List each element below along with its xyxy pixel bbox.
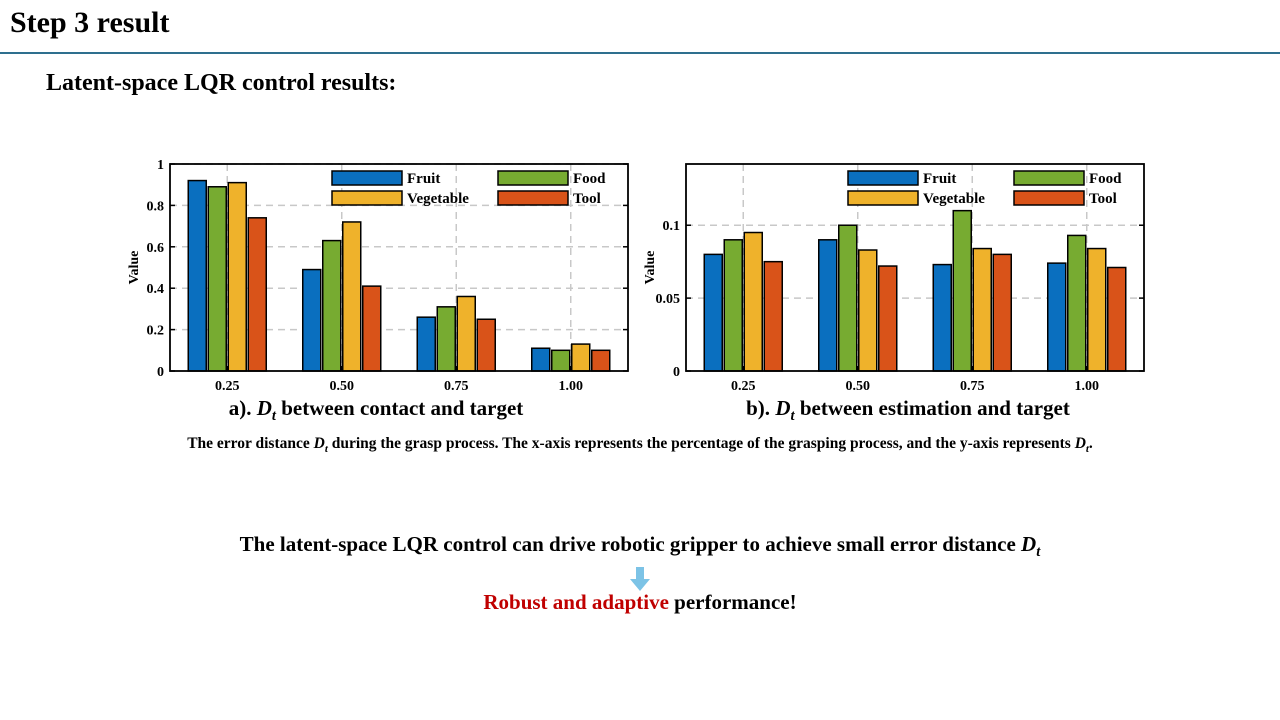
y-tick-label: 0.1 — [663, 219, 681, 234]
subcaption-b-text: between estimation and target — [794, 396, 1070, 420]
plot-frame — [685, 163, 1145, 372]
legend-swatch-vegetable — [331, 190, 403, 206]
x-tick-label: 0.25 — [731, 379, 756, 392]
legend-label-tool: Tool — [573, 191, 601, 207]
bar-tool-1.00 — [1107, 266, 1127, 372]
chart-contact-target: 0 0.2 0.4 0.6 0.8 1 0.25 0.50 0.75 1.00 Value Fruit… — [120, 152, 640, 392]
bar-fruit-0.25 — [703, 253, 723, 372]
bar-tool-1.00 — [591, 349, 611, 372]
subcaption-a-text: between contact and target — [275, 396, 524, 420]
x-tick-label: 0.75 — [444, 379, 469, 392]
final-highlight: Robust and adaptive — [483, 590, 669, 614]
bar-fruit-1.00 — [531, 347, 551, 372]
x-tick-label: 0.25 — [215, 379, 240, 392]
bar-food-0.25 — [723, 239, 743, 372]
down-arrow-icon — [630, 567, 650, 596]
subcaption-a-symbol: Dt — [256, 396, 276, 425]
bar-fruit-0.75 — [416, 316, 436, 372]
y-tick-label: 0.4 — [147, 282, 165, 297]
subcaption-b-symbol: Dt — [775, 396, 795, 425]
bar-tool-0.75 — [476, 318, 496, 372]
legend-swatch-tool — [1013, 190, 1085, 206]
legend-label-fruit: Fruit — [923, 171, 956, 187]
y-tick-label: 0.05 — [656, 292, 681, 307]
legend-swatch-fruit — [847, 170, 919, 186]
y-tick-label: 0 — [157, 365, 164, 380]
x-tick-label: 1.00 — [1075, 379, 1100, 392]
subcaption-a: a). Dt between contact and target — [116, 396, 636, 425]
x-tick-label: 1.00 — [559, 379, 584, 392]
bar-fruit-0.75 — [932, 263, 952, 372]
final-statement: Robust and adaptive performance! — [0, 590, 1280, 615]
final-rest: performance! — [668, 590, 797, 614]
legend-swatch-fruit — [331, 170, 403, 186]
bar-vegetable-0.75 — [972, 247, 992, 372]
y-tick-label: 0.6 — [147, 241, 165, 256]
y-axis-label: Value — [127, 251, 142, 285]
section-subtitle: Latent-space LQR control results: — [46, 70, 397, 96]
bar-fruit-0.50 — [302, 268, 322, 372]
legend-swatch-food — [497, 170, 569, 186]
title-divider — [0, 52, 1280, 54]
subcaption-b-prefix: b). — [746, 396, 776, 420]
figure-caption: The error distance Dt during the grasp p… — [187, 435, 1093, 456]
bar-tool-0.25 — [247, 217, 267, 372]
y-tick-label: 0.2 — [147, 324, 165, 339]
bar-food-1.00 — [1067, 234, 1087, 372]
bar-vegetable-0.50 — [342, 221, 362, 372]
x-tick-label: 0.75 — [960, 379, 985, 392]
bar-vegetable-1.00 — [571, 343, 591, 372]
bar-fruit-1.00 — [1047, 262, 1067, 372]
legend-swatch-food — [1013, 170, 1085, 186]
legend-label-food: Food — [1089, 171, 1122, 187]
conclusion-text: The latent-space LQR control can drive r… — [239, 532, 1041, 561]
bar-fruit-0.25 — [187, 179, 207, 372]
bar-food-0.75 — [952, 209, 972, 372]
chart-estimation-target: 0 0.05 0.1 0.25 0.50 0.75 1.00 Value Fruit Food Ve… — [636, 152, 1156, 392]
bar-vegetable-0.25 — [743, 231, 763, 372]
bar-food-0.75 — [436, 306, 456, 372]
legend-label-food: Food — [573, 171, 606, 187]
x-tick-label: 0.50 — [846, 379, 871, 392]
legend-label-vegetable: Vegetable — [923, 191, 985, 207]
caption-symbol-2: Dt — [1074, 435, 1089, 456]
bar-tool-0.25 — [763, 260, 783, 372]
bar-food-0.25 — [207, 186, 227, 372]
subcaption-a-prefix: a). — [228, 396, 257, 420]
bar-food-0.50 — [838, 224, 858, 372]
legend: Fruit Food Vegetable Tool — [331, 170, 606, 207]
caption-symbol-1: Dt — [313, 435, 328, 456]
bar-food-0.50 — [322, 239, 342, 372]
legend-label-vegetable: Vegetable — [407, 191, 469, 207]
bar-vegetable-0.75 — [456, 295, 476, 372]
bar-vegetable-0.25 — [227, 181, 247, 372]
legend-swatch-vegetable — [847, 190, 919, 206]
bar-fruit-0.50 — [818, 239, 838, 372]
y-tick-label: 0 — [673, 365, 680, 380]
bar-vegetable-0.50 — [858, 249, 878, 372]
bar-tool-0.50 — [362, 285, 382, 372]
x-tick-label: 0.50 — [330, 379, 355, 392]
bar-tool-0.50 — [878, 265, 898, 372]
legend-label-tool: Tool — [1089, 191, 1117, 207]
plot-frame — [169, 163, 629, 372]
y-axis-label: Value — [643, 251, 658, 285]
bar-vegetable-1.00 — [1087, 247, 1107, 372]
y-tick-label: 1 — [157, 158, 164, 173]
conclusion-symbol: Dt — [1021, 532, 1041, 561]
subcaption-b: b). Dt between estimation and target — [648, 396, 1168, 425]
legend: Fruit Food Vegetable Tool — [847, 170, 1122, 207]
bar-food-1.00 — [551, 349, 571, 372]
legend-label-fruit: Fruit — [407, 171, 440, 187]
y-tick-label: 0.8 — [147, 199, 165, 214]
legend-swatch-tool — [497, 190, 569, 206]
bar-tool-0.75 — [992, 253, 1012, 372]
slide-title: Step 3 result — [10, 6, 170, 39]
